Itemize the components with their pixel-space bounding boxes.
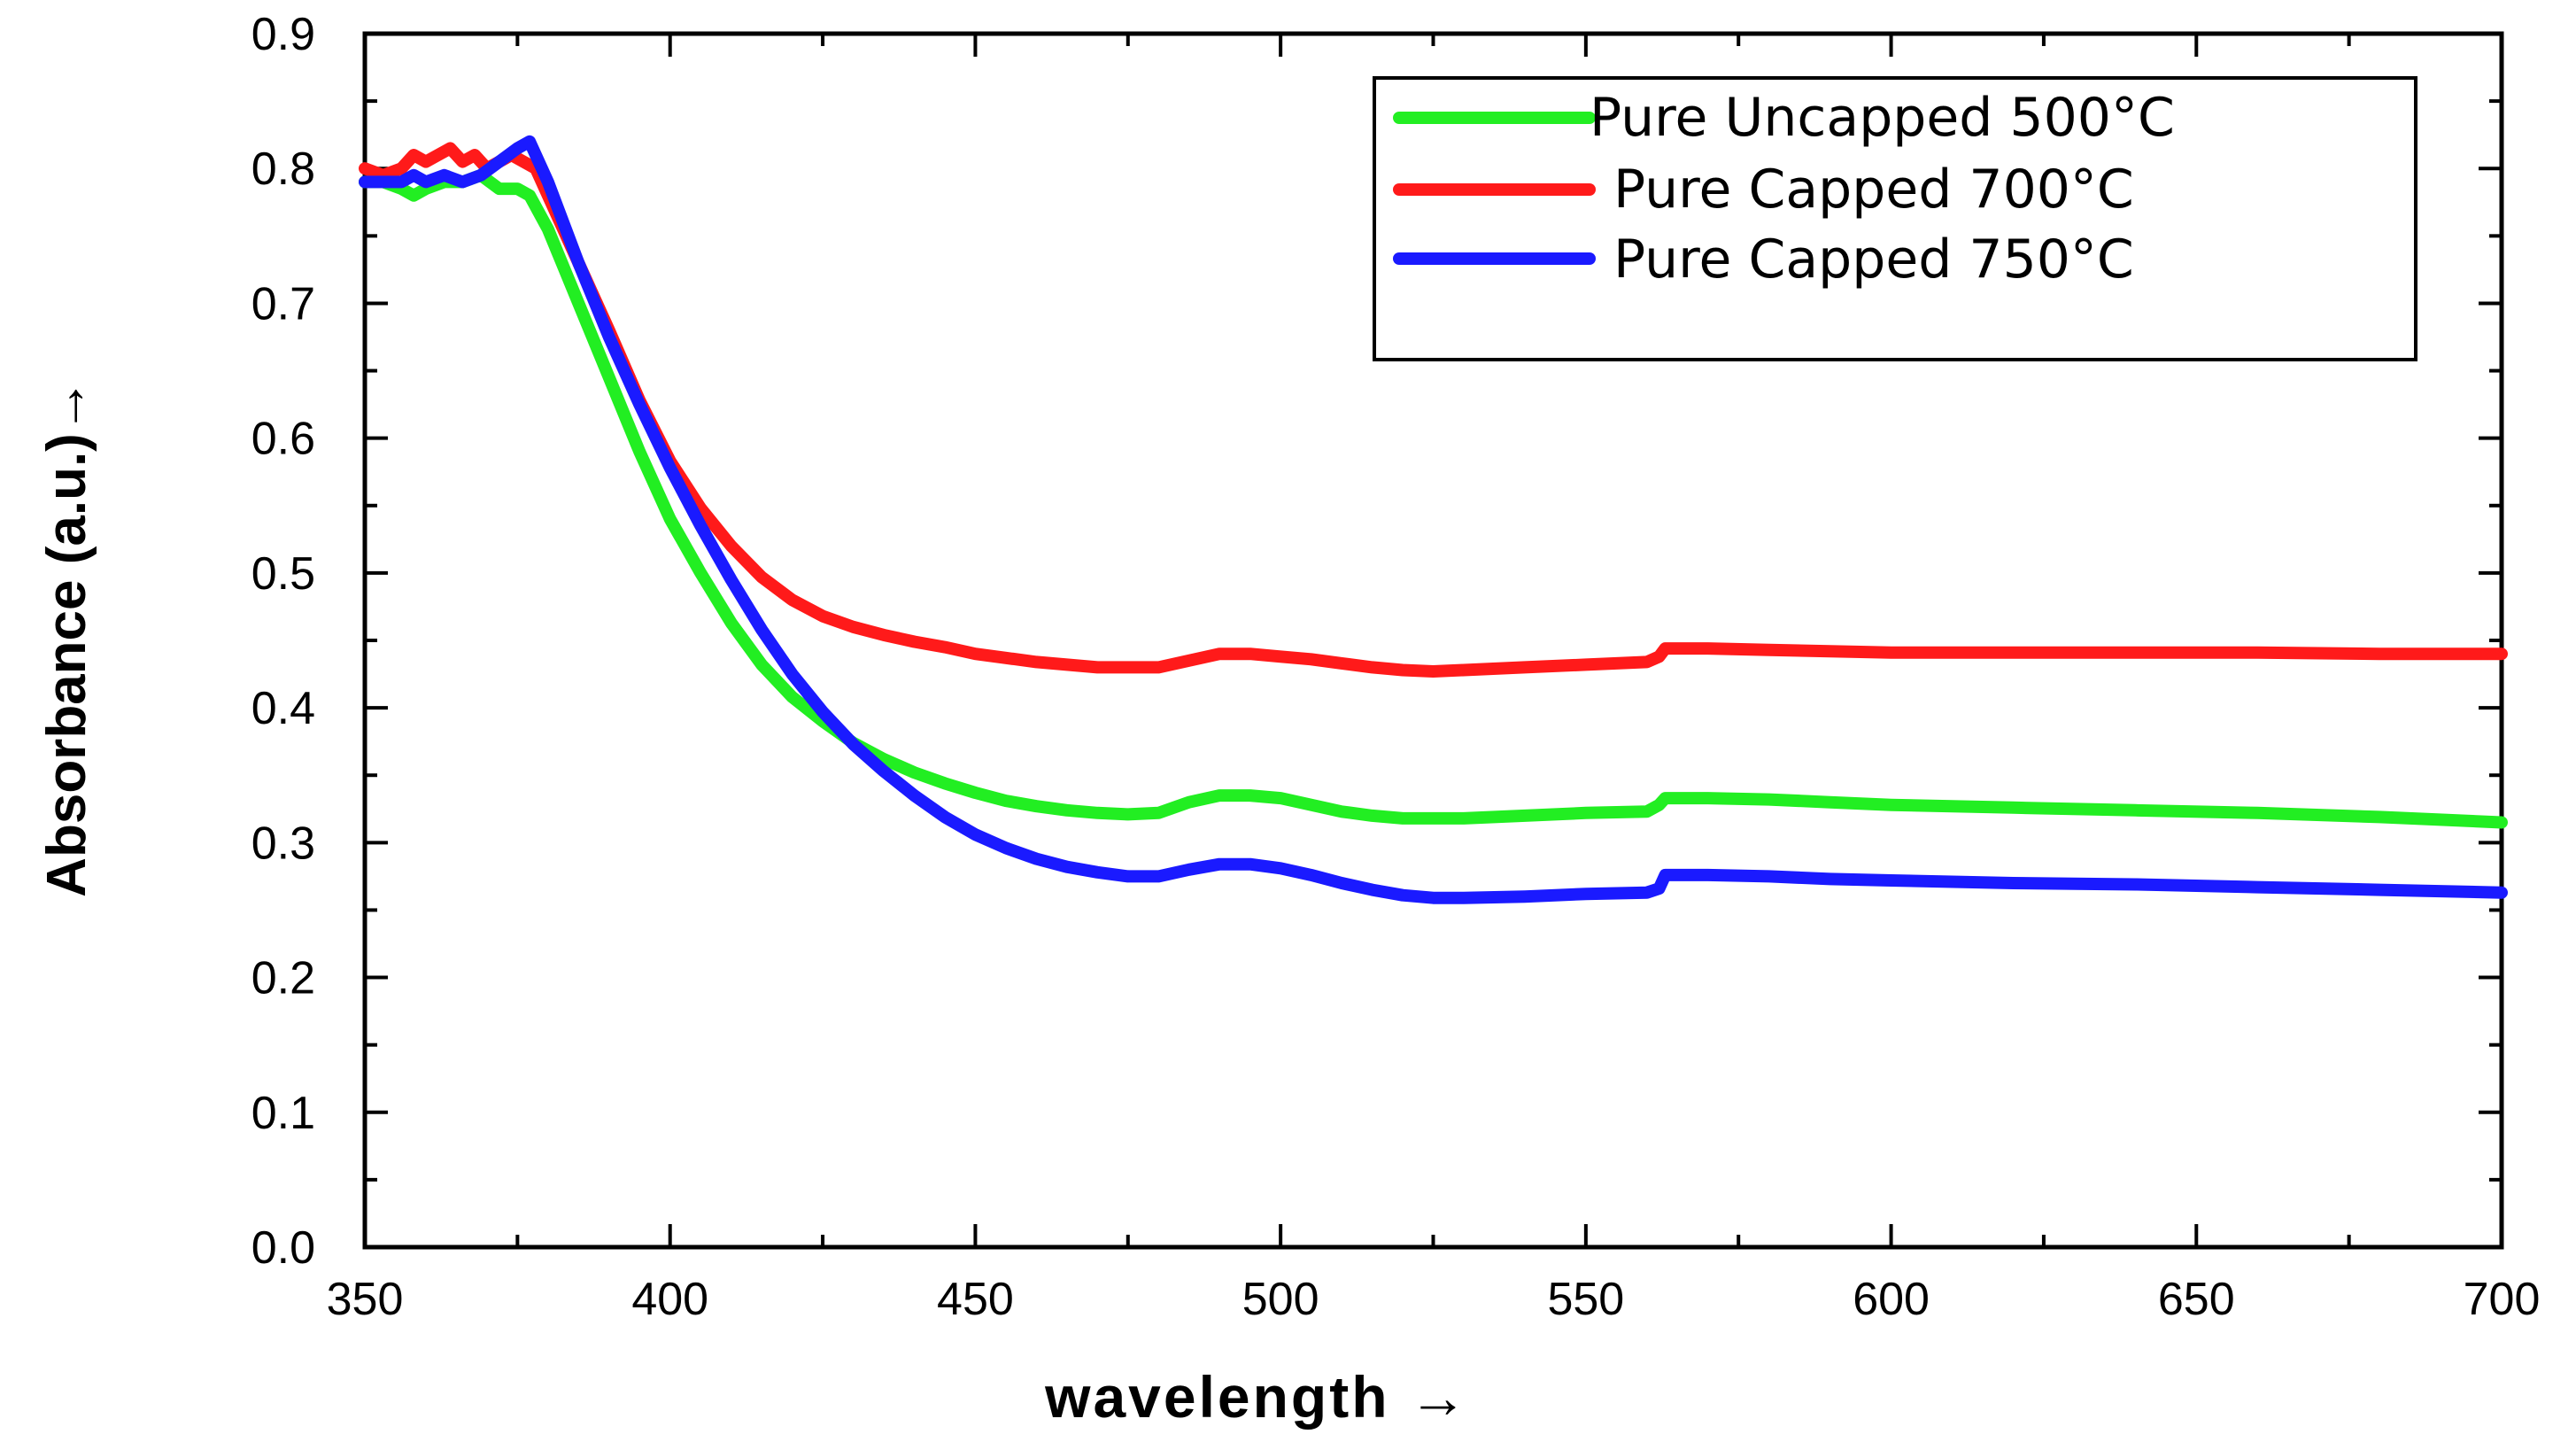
x-tick-label: 700	[2464, 1274, 2541, 1325]
legend-label-capped-750: Pure Capped 750°C	[1613, 229, 2134, 291]
y-tick-label: 0.9	[251, 9, 315, 60]
y-tick-label: 0.5	[251, 548, 315, 600]
legend-label-capped-700: Pure Capped 700°C	[1613, 159, 2134, 221]
series-line-uncapped-500	[359, 168, 2508, 829]
y-tick-label: 0.7	[251, 278, 315, 329]
x-tick-label: 600	[1853, 1274, 1930, 1325]
x-axis-tick-labels: 350 400 450 500 550 600 650 700	[327, 1274, 2541, 1325]
legend-box	[1373, 76, 2417, 361]
y-tick-label: 0.4	[251, 683, 315, 734]
x-tick-label: 500	[1242, 1274, 1319, 1325]
y-tick-label: 0.0	[251, 1222, 315, 1274]
y-tick-label: 0.6	[251, 414, 315, 465]
y-tick-label: 0.3	[251, 818, 315, 869]
x-axis-title: wavelength →	[1044, 1364, 1470, 1430]
y-tick-label: 0.8	[251, 143, 315, 195]
x-tick-label: 400	[631, 1274, 708, 1325]
series-line-capped-750	[359, 135, 2508, 904]
x-tick-label: 350	[327, 1274, 404, 1325]
x-tick-label: 450	[937, 1274, 1014, 1325]
x-tick-label: 650	[2158, 1274, 2235, 1325]
axis-ticks	[363, 32, 2503, 1249]
y-tick-label: 0.1	[251, 1088, 315, 1139]
series-lines	[359, 135, 2508, 904]
legend: Pure Uncapped 500°C Pure Capped 700°C Pu…	[1373, 76, 2417, 361]
y-axis-title: Absorbance (a.u.)→	[36, 378, 97, 897]
x-tick-label: 550	[1547, 1274, 1624, 1325]
y-axis-tick-labels: 0.0 0.1 0.2 0.3 0.4 0.5 0.6 0.7 0.8 0.9	[251, 9, 315, 1274]
y-tick-label: 0.2	[251, 953, 315, 1004]
legend-label-uncapped-500: Pure Uncapped 500°C	[1590, 87, 2175, 149]
